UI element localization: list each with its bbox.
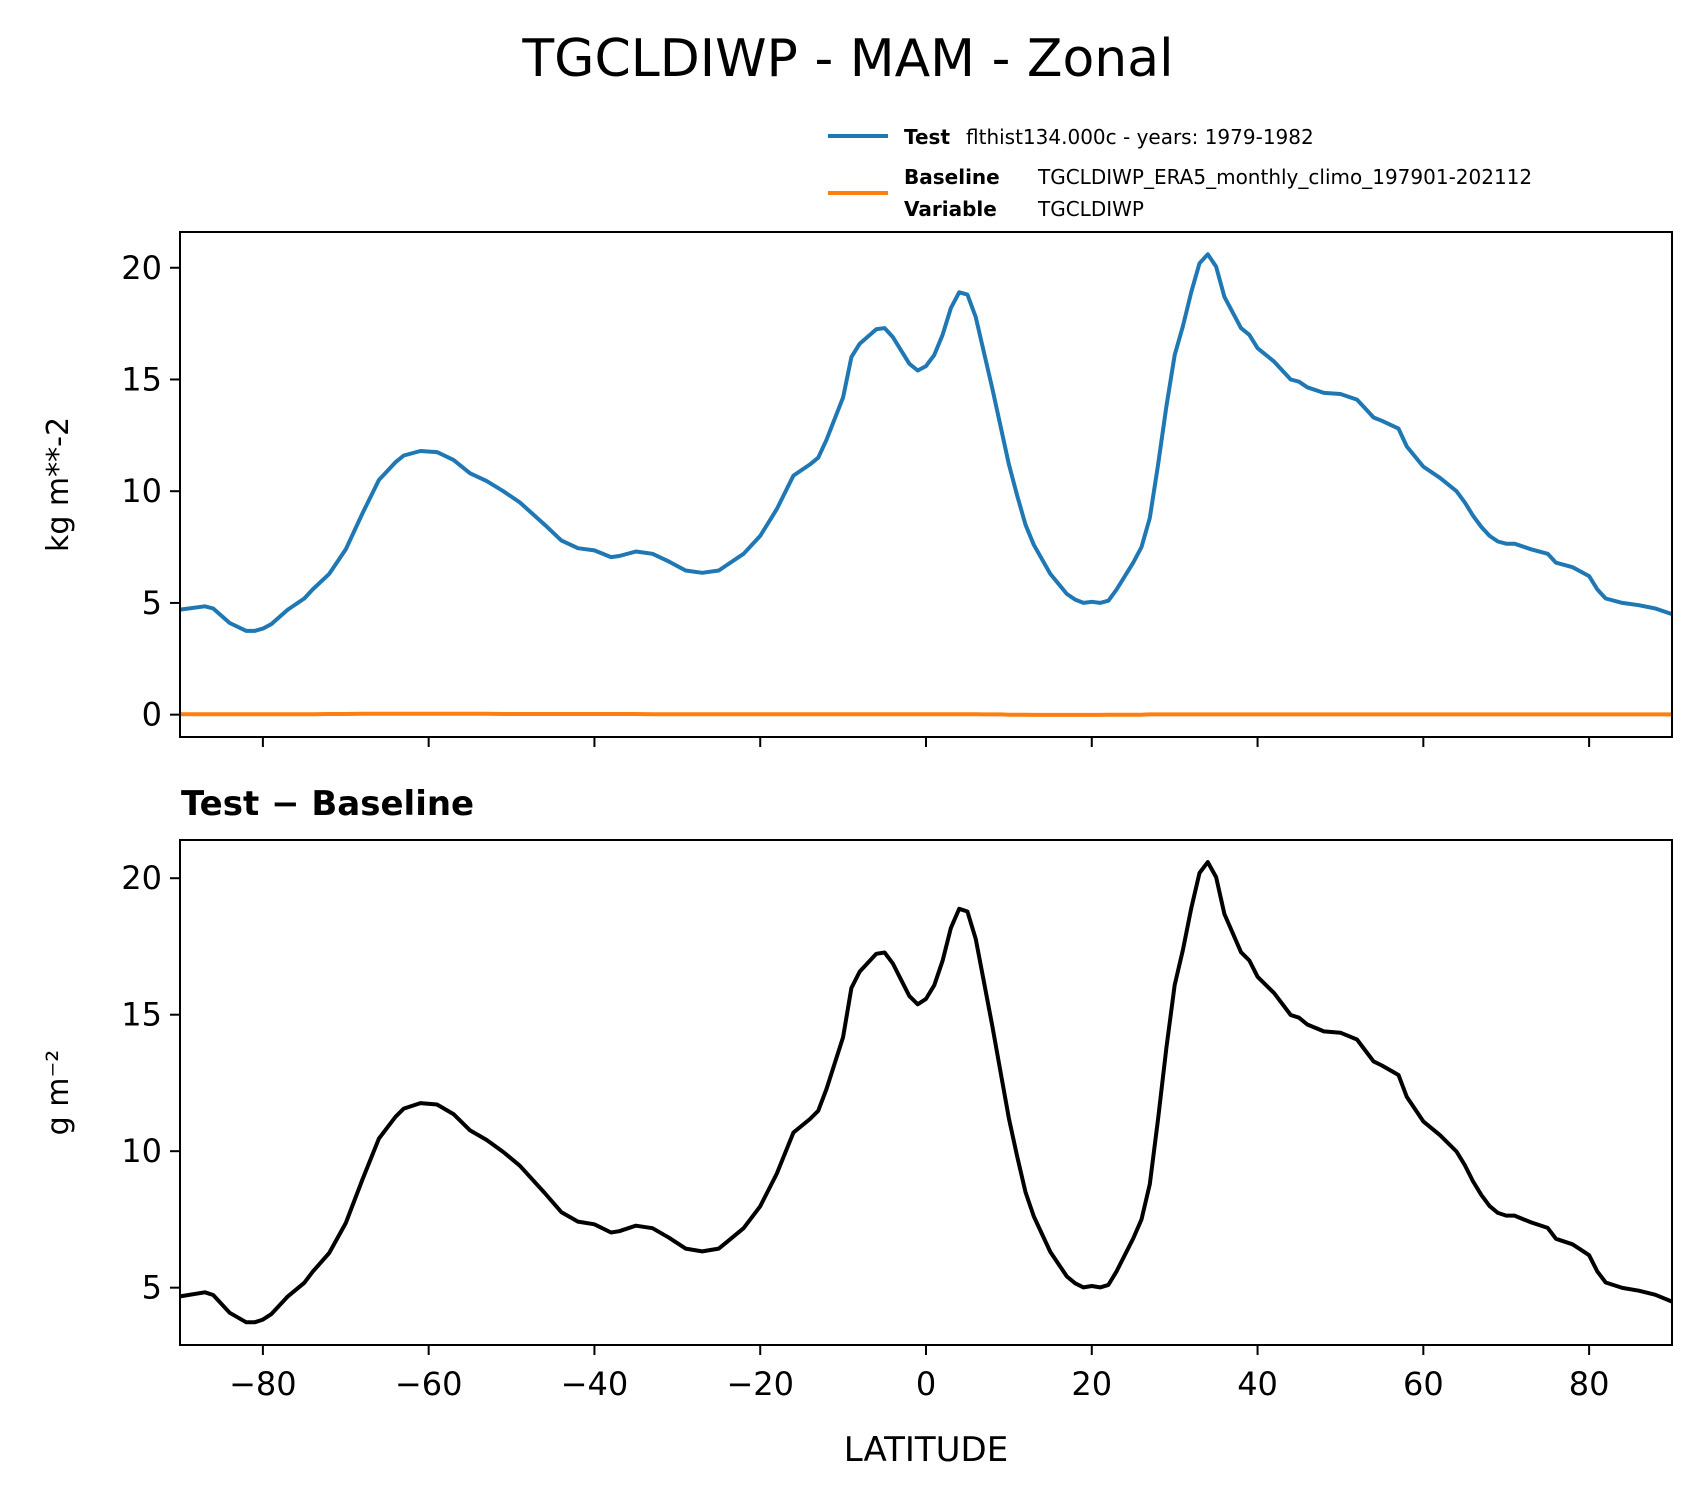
x-axis-label: LATITUDE xyxy=(844,1430,1008,1470)
y-tick-label: 20 xyxy=(121,249,162,287)
x-tick-label: 40 xyxy=(1237,1365,1278,1403)
bottom-panel-ylabel: g m⁻² xyxy=(41,1050,76,1136)
x-tick-label: −20 xyxy=(726,1365,794,1403)
x-tick-label: −80 xyxy=(229,1365,297,1403)
y-tick-label: 15 xyxy=(121,360,162,398)
figure-title: TGCLDIWP - MAM - Zonal xyxy=(521,29,1173,89)
difference-series-line xyxy=(179,860,1673,1325)
x-tick-label: −60 xyxy=(395,1365,463,1403)
y-tick-label: 5 xyxy=(142,1269,162,1307)
x-tick-label: 0 xyxy=(916,1365,936,1403)
legend: Test flthist134.000c - years: 1979-1982 … xyxy=(828,125,1532,221)
legend-baseline-key: Baseline xyxy=(904,165,1000,189)
legend-test-key: Test xyxy=(904,125,950,149)
y-tick-label: 10 xyxy=(121,1132,162,1170)
bottom-panel-title: Test − Baseline xyxy=(181,784,474,824)
y-tick-label: 0 xyxy=(142,696,162,734)
top-panel-ylabel: kg m**-2 xyxy=(41,417,76,552)
legend-variable-key: Variable xyxy=(904,197,997,221)
y-tick-label: 20 xyxy=(121,859,162,897)
legend-baseline-value: TGCLDIWP_ERA5_monthly_climo_197901-20211… xyxy=(1037,165,1532,189)
y-tick-label: 5 xyxy=(142,584,162,622)
x-tick-label: −40 xyxy=(561,1365,629,1403)
bottom-panel-frame xyxy=(179,839,1673,1346)
x-tick-label: 20 xyxy=(1071,1365,1112,1403)
baseline-series-line xyxy=(180,711,1672,717)
legend-test-value: flthist134.000c - years: 1979-1982 xyxy=(966,125,1314,149)
x-tick-label: 80 xyxy=(1569,1365,1610,1403)
legend-variable-value: TGCLDIWP xyxy=(1037,197,1144,221)
y-tick-label: 10 xyxy=(121,472,162,510)
test-series-line xyxy=(179,252,1673,633)
bottom-panel: 5 10 15 20 −80 −60 −40 −20 0 20 40 60 80 Test − Base… xyxy=(41,784,1673,1470)
top-panel: 0 5 10 15 20 kg m**-2 xyxy=(41,231,1673,747)
x-tick-label: 60 xyxy=(1403,1365,1444,1403)
top-panel-frame xyxy=(179,231,1673,738)
y-tick-label: 15 xyxy=(121,996,162,1034)
